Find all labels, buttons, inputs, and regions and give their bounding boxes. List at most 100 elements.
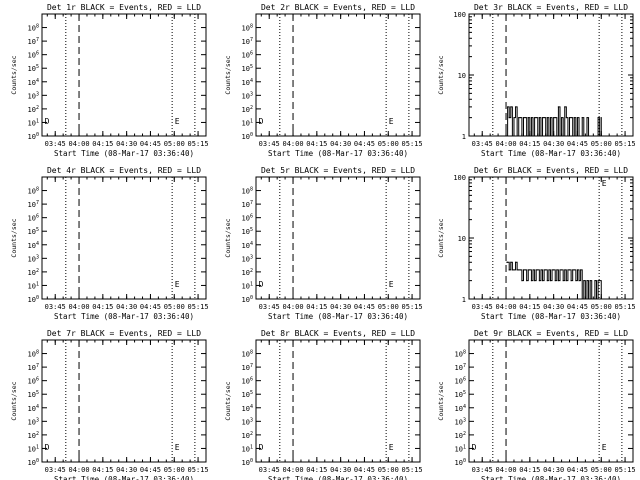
data-point bbox=[570, 117, 572, 119]
data-point bbox=[589, 280, 591, 282]
data-point bbox=[553, 269, 555, 271]
x-tick-label: 03:45 bbox=[45, 303, 66, 311]
data-point bbox=[586, 280, 588, 282]
x-tick-label: 05:00 bbox=[591, 303, 612, 311]
data-point bbox=[526, 135, 528, 137]
data-point bbox=[557, 280, 559, 282]
x-tick-label: 04:15 bbox=[92, 303, 113, 311]
plot-panel-8: Det 8r BLACK = Events, RED = LLD 100 101 10… bbox=[224, 329, 423, 480]
plot-frame bbox=[255, 339, 421, 463]
y-tick-label: 10 bbox=[458, 72, 466, 80]
data-point bbox=[518, 269, 520, 271]
data-point bbox=[597, 280, 599, 282]
y-tick-label: 105 bbox=[28, 64, 39, 73]
x-tick-label: 04:30 bbox=[116, 140, 137, 148]
y-tick-label: 101 bbox=[28, 281, 39, 290]
data-point bbox=[583, 135, 585, 137]
data-point bbox=[518, 117, 520, 119]
y-tick-label: 108 bbox=[28, 24, 39, 33]
data-point bbox=[534, 280, 536, 282]
x-axis-label: Start Time (08-Mar-17 03:36:40) bbox=[268, 475, 408, 480]
data-point bbox=[576, 117, 578, 119]
y-axis-label: Counts/sec bbox=[224, 55, 232, 94]
y-axis-label: Counts/sec bbox=[437, 218, 445, 257]
x-tick-label: 04:15 bbox=[92, 140, 113, 148]
data-point bbox=[551, 269, 553, 271]
x-tick-label: 04:00 bbox=[68, 140, 89, 148]
x-tick-label: 04:45 bbox=[140, 303, 161, 311]
x-tick-label: 04:30 bbox=[330, 303, 351, 311]
data-point bbox=[564, 269, 566, 271]
x-axis-label: Start Time (08-Mar-17 03:36:40) bbox=[54, 312, 194, 321]
x-tick-label: 03:45 bbox=[45, 466, 66, 474]
data-point bbox=[506, 261, 508, 263]
x-tick-label: 03:45 bbox=[472, 140, 493, 148]
x-tick-label: 04:00 bbox=[68, 303, 89, 311]
marker-d: D bbox=[45, 443, 50, 452]
data-point bbox=[553, 117, 555, 119]
plot-frame bbox=[255, 13, 421, 137]
y-tick-label: 102 bbox=[242, 431, 253, 440]
data-point bbox=[537, 135, 539, 137]
y-tick-label: 108 bbox=[28, 350, 39, 359]
data-point bbox=[564, 106, 566, 108]
data-point bbox=[600, 298, 602, 300]
data-point bbox=[561, 269, 563, 271]
y-tick-label: 101 bbox=[28, 118, 39, 127]
data-point bbox=[508, 269, 510, 271]
x-tick-label: 04:15 bbox=[519, 140, 540, 148]
data-point bbox=[516, 269, 518, 271]
data-point bbox=[594, 280, 596, 282]
plot-panel-9: Det 9r BLACK = Events, RED = LLD 100 101 10… bbox=[437, 329, 636, 480]
x-tick-label: 05:00 bbox=[164, 303, 185, 311]
y-tick-label: 106 bbox=[242, 51, 253, 60]
data-point bbox=[529, 135, 531, 137]
y-tick-label: 108 bbox=[28, 187, 39, 196]
data-point bbox=[599, 280, 601, 282]
data-point bbox=[507, 261, 509, 263]
plot-panel-1: Det 1r BLACK = Events, RED = LLD 100 101 10… bbox=[10, 3, 209, 158]
x-tick-label: 05:15 bbox=[402, 140, 423, 148]
y-tick-label: 105 bbox=[28, 390, 39, 399]
data-point bbox=[556, 269, 558, 271]
x-tick-label: 04:45 bbox=[567, 303, 588, 311]
marker-d: D bbox=[259, 443, 264, 452]
y-tick-label: 101 bbox=[28, 444, 39, 453]
x-tick-label: 05:00 bbox=[164, 466, 185, 474]
data-point bbox=[515, 261, 517, 263]
series-line bbox=[506, 106, 602, 137]
y-tick-label: 103 bbox=[28, 91, 39, 100]
panel-title: Det 9r BLACK = Events, RED = LLD bbox=[474, 329, 628, 338]
y-tick-label: 100 bbox=[28, 295, 39, 304]
y-tick-label: 102 bbox=[242, 105, 253, 114]
x-tick-label: 04:30 bbox=[330, 140, 351, 148]
data-point bbox=[551, 135, 553, 137]
data-point bbox=[535, 269, 537, 271]
data-point bbox=[543, 117, 545, 119]
x-tick-label: 04:15 bbox=[306, 140, 327, 148]
data-point bbox=[559, 269, 561, 271]
data-point bbox=[546, 117, 548, 119]
data-point bbox=[526, 280, 528, 282]
panel-title: Det 8r BLACK = Events, RED = LLD bbox=[261, 329, 415, 338]
data-point bbox=[524, 269, 526, 271]
x-tick-label: 04:15 bbox=[306, 466, 327, 474]
data-point bbox=[565, 280, 567, 282]
y-tick-label: 105 bbox=[28, 227, 39, 236]
data-point bbox=[506, 135, 508, 137]
plot-frame bbox=[468, 339, 634, 463]
y-tick-label: 100 bbox=[242, 458, 253, 467]
data-point bbox=[580, 269, 582, 271]
x-tick-label: 04:00 bbox=[495, 303, 516, 311]
x-tick-label: 03:45 bbox=[259, 466, 280, 474]
x-tick-label: 04:45 bbox=[354, 303, 375, 311]
plot-panel-5: Det 5r BLACK = Events, RED = LLD 100 101 10… bbox=[224, 166, 423, 321]
x-tick-label: 04:30 bbox=[330, 466, 351, 474]
y-tick-label: 103 bbox=[242, 91, 253, 100]
x-tick-label: 04:45 bbox=[567, 140, 588, 148]
y-tick-label: 103 bbox=[28, 254, 39, 263]
x-tick-label: 05:15 bbox=[402, 466, 423, 474]
data-point bbox=[507, 106, 509, 108]
y-tick-label: 107 bbox=[28, 37, 39, 46]
x-tick-label: 04:00 bbox=[495, 140, 516, 148]
